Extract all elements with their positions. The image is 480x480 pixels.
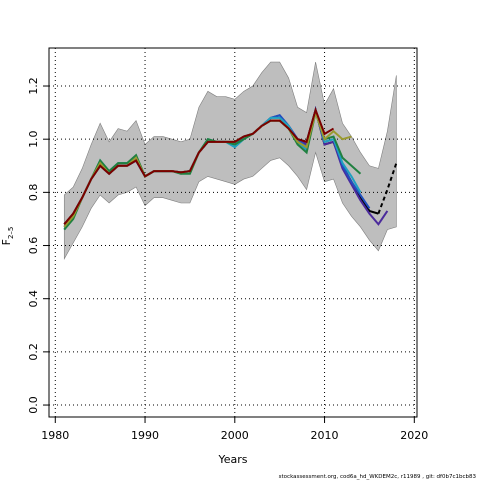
y-label-main: F	[0, 239, 13, 245]
series-line	[377, 162, 398, 214]
y-tick-label: 1.2	[27, 77, 40, 95]
y-tick-label: 0.2	[27, 343, 40, 361]
y-tick-label: 0.6	[27, 237, 40, 255]
y-axis-label: F2–5	[0, 227, 15, 246]
y-tick-label: 1.0	[27, 130, 40, 148]
footer: stockassessment.org, cod6a_hd_WKDEM2c, r…	[279, 474, 477, 480]
plot-frame	[48, 47, 418, 418]
x-axis-label: Years	[217, 453, 247, 466]
y-tick-label: 0.0	[27, 396, 40, 414]
y-tick-label: 0.4	[27, 290, 40, 308]
x-tick-label: 1990	[131, 429, 159, 442]
x-tick-label: 1980	[41, 429, 69, 442]
x-tick-label: 2010	[311, 429, 339, 442]
confidence-band	[63, 61, 397, 260]
y-tick-label: 0.8	[27, 184, 40, 202]
x-tick-label: 2000	[221, 429, 249, 442]
series-line	[63, 106, 335, 225]
y-label-sub: 2–5	[7, 227, 15, 239]
x-tick-label: 2020	[400, 429, 428, 442]
